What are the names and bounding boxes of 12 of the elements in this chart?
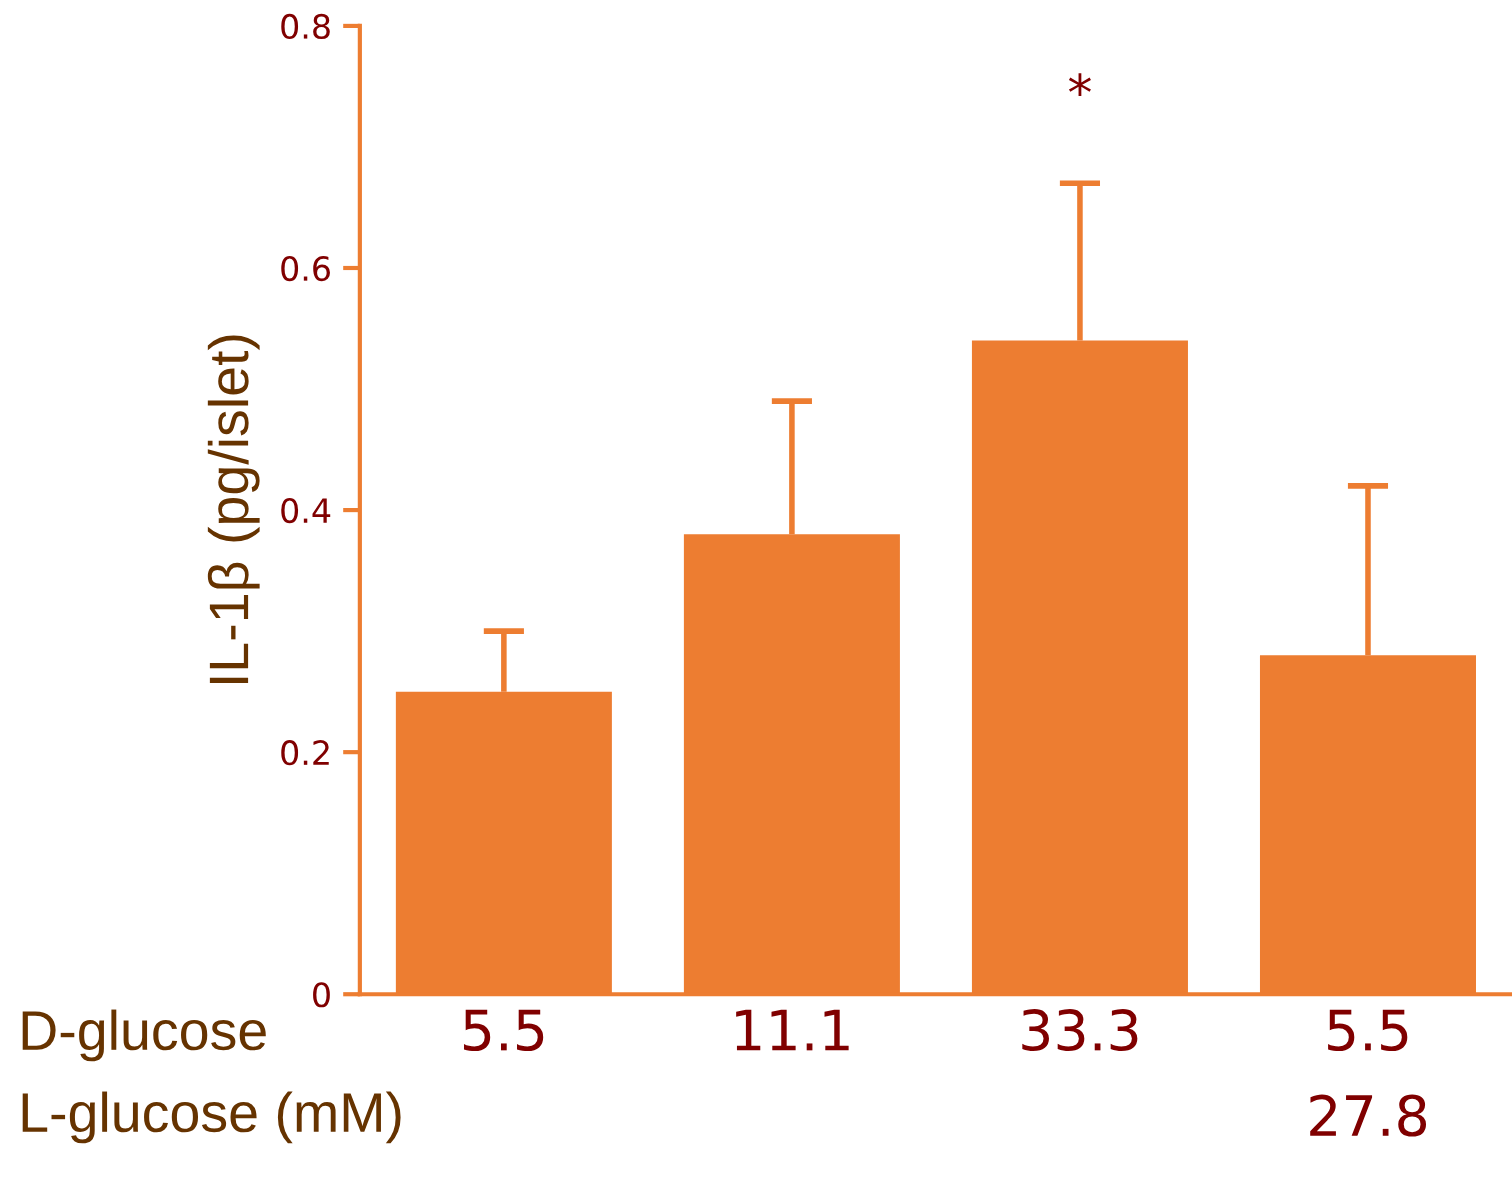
y-tick-label: 0 [313,982,330,1008]
x-axis-title: D-glucose L-glucose (mM) [22,1009,401,1144]
y-axis-title: IL-1β (pg/islet) [207,335,260,683]
y-tick-label: 0.2 [281,740,329,766]
x-tick-label: 5.5 27.8 [1310,1009,1427,1137]
x-tick-label: 11.1 [736,1009,849,1051]
x-tick-label: 5.5 [463,1009,544,1052]
y-tick-label: 0.8 [281,13,330,40]
annotation: * [1068,73,1091,97]
y-tick-label: 0.4 [281,498,331,524]
x-tick-label: 33.3 [1022,1009,1138,1052]
y-tick-label: 0.6 [281,255,330,282]
